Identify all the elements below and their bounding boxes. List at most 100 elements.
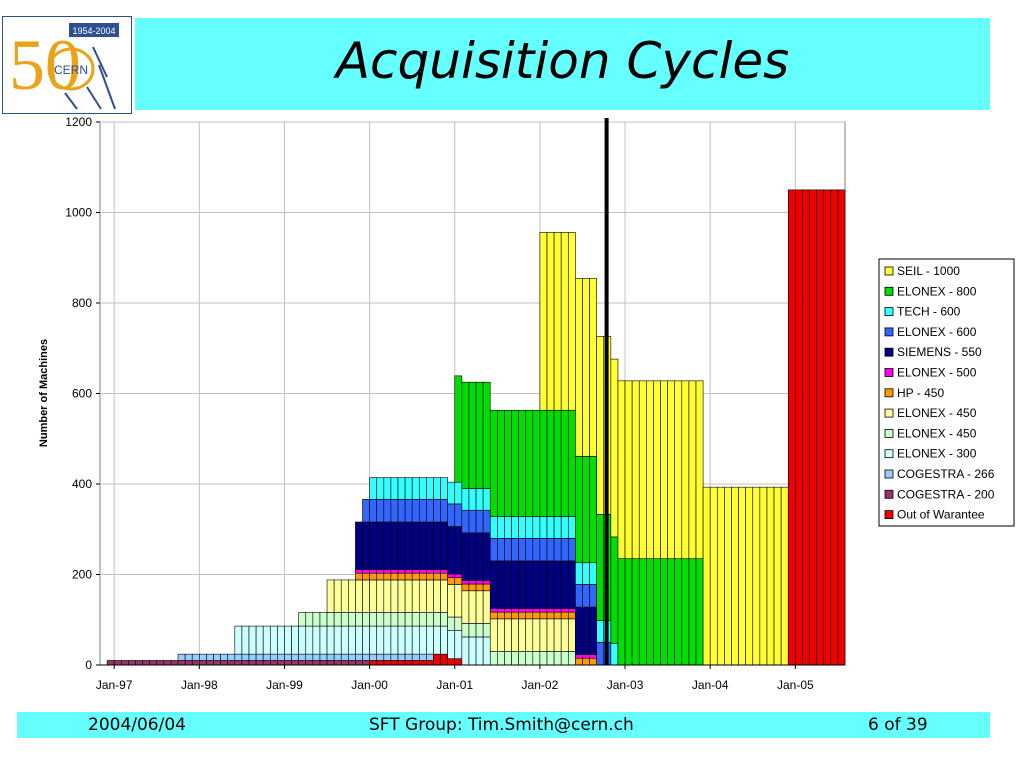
bar-segment-elonex-800 xyxy=(511,409,519,517)
bar-segment-cogestra-200 xyxy=(120,660,129,666)
bar-segment-cogestra-200 xyxy=(305,660,314,666)
bar-segment-elonex-500 xyxy=(426,569,434,574)
bar-segment-elonex-300 xyxy=(461,636,470,666)
bar-segment-siemens-550 xyxy=(362,521,370,570)
bar-segment-out-of-warantee xyxy=(816,189,825,666)
bar-segment-elonex-450 xyxy=(369,612,378,627)
bar-segment-elonex-600 xyxy=(546,537,555,562)
bar-segment-elonex-300 xyxy=(447,630,456,659)
bar-segment-elonex-500 xyxy=(518,608,527,613)
bar-segment-cogestra-200 xyxy=(277,660,285,666)
bar-segment-seil-1000 xyxy=(631,380,640,559)
bar-segment-cogestra-200 xyxy=(362,660,370,666)
bar-segment-hp-450 xyxy=(511,611,519,620)
bar-segment-tech-600 xyxy=(475,488,484,511)
legend-swatch-elonex-450 xyxy=(884,428,894,438)
bar-segment-siemens-550 xyxy=(404,521,413,570)
bar-segment-elonex-450 xyxy=(518,651,527,666)
bar-segment-tech-600 xyxy=(511,516,519,539)
legend-swatch-elonex-500 xyxy=(884,368,894,377)
bar-segment-elonex-450 xyxy=(567,618,576,652)
bar-segment-seil-1000 xyxy=(617,380,626,559)
bar-segment-elonex-600 xyxy=(567,537,576,562)
bar-segment-elonex-300 xyxy=(305,625,314,655)
bar-segment-elonex-800 xyxy=(489,409,498,517)
bar-segment-elonex-600 xyxy=(376,499,385,523)
bar-segment-cogestra-200 xyxy=(177,660,186,666)
bar-segment-cogestra-200 xyxy=(348,660,356,666)
bar-segment-elonex-600 xyxy=(532,537,541,562)
bars xyxy=(106,189,846,666)
legend-label-hp-450: HP - 450 xyxy=(897,386,944,400)
bar-segment-elonex-800 xyxy=(638,558,647,666)
bar-segment-hp-450 xyxy=(582,657,590,666)
bar-segment-elonex-450 xyxy=(426,579,434,613)
bar-segment-out-of-warantee xyxy=(426,660,434,666)
bar-segment-elonex-450 xyxy=(383,579,392,613)
bar-segment-siemens-550 xyxy=(504,560,512,609)
bar-segment-elonex-800 xyxy=(518,409,527,517)
bar-segment-tech-600 xyxy=(539,516,548,539)
bar-segment-elonex-500 xyxy=(369,569,378,574)
bar-segment-seil-1000 xyxy=(660,380,668,559)
bar-segment-elonex-600 xyxy=(362,499,370,523)
bar-segment-elonex-450 xyxy=(426,612,434,627)
bar-segment-elonex-800 xyxy=(667,558,676,666)
bar-segment-elonex-600 xyxy=(539,537,548,562)
legend-swatch-elonex-300 xyxy=(884,449,894,459)
bar-segment-seil-1000 xyxy=(667,380,676,559)
bar-segment-tech-600 xyxy=(546,516,555,539)
bar-segment-siemens-550 xyxy=(525,560,534,609)
bar-segment-siemens-550 xyxy=(532,560,541,609)
bar-segment-elonex-450 xyxy=(326,612,335,627)
bar-segment-out-of-warantee xyxy=(397,660,406,666)
bar-segment-tech-600 xyxy=(525,516,534,539)
bar-segment-elonex-300 xyxy=(369,625,378,655)
bar-segment-siemens-550 xyxy=(575,606,583,655)
bar-segment-elonex-500 xyxy=(383,569,392,574)
bar-segment-elonex-450 xyxy=(418,579,427,613)
bar-segment-seil-1000 xyxy=(646,380,654,559)
x-tick-label: Jan-03 xyxy=(607,678,644,692)
bar-segment-hp-450 xyxy=(404,572,413,581)
bar-segment-siemens-550 xyxy=(482,532,491,581)
bar-segment-hp-450 xyxy=(567,611,576,620)
bar-segment-elonex-450 xyxy=(525,618,534,652)
logo-number: 50 xyxy=(9,25,81,105)
bar-segment-elonex-500 xyxy=(468,580,477,585)
bar-segment-seil-1000 xyxy=(674,380,683,559)
bar-segment-seil-1000 xyxy=(738,486,746,666)
bar-segment-seil-1000 xyxy=(688,380,697,559)
bar-segment-seil-1000 xyxy=(610,358,619,538)
bar-segment-seil-1000 xyxy=(596,336,605,515)
bar-segment-elonex-600 xyxy=(511,537,519,562)
cern-50-logo-graphic: 50 1954-2004 CERN xyxy=(9,23,119,110)
bar-segment-elonex-600 xyxy=(589,584,597,608)
legend-label-elonex-600: ELONEX - 600 xyxy=(897,325,977,339)
bar-segment-elonex-450 xyxy=(447,584,456,618)
bar-segment-tech-600 xyxy=(440,477,448,500)
bar-segment-elonex-800 xyxy=(695,558,704,666)
bar-segment-cogestra-266 xyxy=(376,653,385,661)
bar-segment-elonex-800 xyxy=(688,558,697,666)
bar-segment-cogestra-200 xyxy=(156,660,165,666)
bar-segment-siemens-550 xyxy=(376,521,385,570)
bar-segment-elonex-500 xyxy=(553,608,562,613)
bar-segment-cogestra-266 xyxy=(305,653,314,661)
bar-segment-elonex-450 xyxy=(447,616,456,631)
bar-segment-cogestra-266 xyxy=(177,653,186,661)
x-tick-label: Jan-02 xyxy=(522,678,559,692)
bar-segment-cogestra-200 xyxy=(262,660,271,666)
bar-segment-out-of-warantee xyxy=(795,189,803,666)
bar-segment-elonex-450 xyxy=(482,623,491,638)
bar-segment-elonex-800 xyxy=(582,456,590,564)
bar-segment-tech-600 xyxy=(560,516,569,539)
legend-label-tech-600: TECH - 600 xyxy=(897,305,961,319)
bar-segment-elonex-300 xyxy=(475,636,484,666)
bar-segment-elonex-450 xyxy=(475,623,484,638)
bar-segment-elonex-600 xyxy=(397,499,406,523)
bar-segment-elonex-450 xyxy=(468,590,477,624)
bar-segment-cogestra-200 xyxy=(135,660,143,666)
bar-segment-cogestra-266 xyxy=(348,653,356,661)
bar-segment-elonex-600 xyxy=(454,503,463,527)
